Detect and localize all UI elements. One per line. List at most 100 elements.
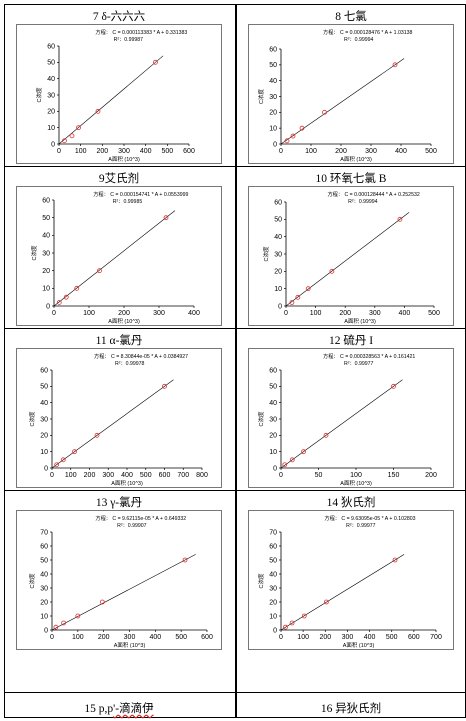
x-tick-label: 400 — [188, 310, 200, 317]
y-tick-label: 40 — [274, 234, 282, 241]
data-point — [60, 457, 66, 463]
x-tick-label: 600 — [183, 148, 195, 155]
y-tick-label: 10 — [40, 613, 48, 620]
calibration-chart: 方程： C = 9.62115e-05 * A + 0.649332 R²：0.9… — [16, 510, 222, 650]
cell-title: 14 狄氏剂 — [326, 497, 376, 509]
calibration-chart: 方程： C = 0.000128444 * A + 0.252532 R²：0.9… — [248, 186, 454, 326]
x-tick-label: 100 — [350, 472, 362, 479]
y-tick-label: 0 — [273, 141, 277, 148]
y-tick-label: 40 — [269, 571, 277, 578]
chart-frame — [248, 348, 454, 488]
data-point — [62, 138, 67, 144]
r2-label: R²：0.99977 — [344, 361, 374, 367]
x-tick-label: 600 — [201, 634, 213, 641]
y-tick-label: 60 — [269, 367, 277, 374]
x-tick-label: 100 — [297, 634, 309, 641]
footer-title-15-prefix: 15 p,p — [84, 703, 114, 715]
equation-label: 方程： C = 0.000113383 * A + 0.331383 — [95, 28, 187, 36]
y-tick-label: 10 — [269, 126, 277, 133]
x-tick-label: 400 — [149, 634, 161, 641]
y-tick-label: 10 — [40, 449, 48, 456]
data-point — [323, 432, 329, 438]
y-tick-label: 20 — [47, 109, 55, 116]
data-point — [323, 599, 329, 605]
cell-title: 11 α-氯丹 — [95, 335, 143, 347]
r2-label: R²：0.99994 — [348, 199, 378, 205]
fit-line — [58, 55, 164, 145]
y-tick-label: 40 — [40, 571, 48, 578]
y-tick-label: 0 — [278, 303, 282, 310]
x-axis-label: A面积 (10^3) — [114, 642, 146, 649]
y-tick-label: 0 — [273, 465, 277, 472]
x-tick-label: 800 — [196, 472, 208, 479]
x-tick-label: 200 — [335, 148, 347, 155]
x-tick-label: 600 — [159, 472, 171, 479]
y-tick-label: 10 — [269, 613, 277, 620]
data-point — [75, 613, 81, 619]
y-tick-label: 30 — [40, 585, 48, 592]
x-tick-label: 500 — [425, 148, 437, 155]
y-tick-label: 10 — [274, 286, 282, 293]
x-tick-label: 700 — [177, 472, 189, 479]
y-tick-label: 50 — [269, 384, 277, 391]
y-tick-label: 40 — [47, 76, 55, 83]
data-point — [299, 125, 305, 131]
y-tick-label: 20 — [40, 599, 48, 606]
x-tick-label: 700 — [430, 634, 442, 641]
x-tick-label: 100 — [83, 310, 95, 317]
data-point — [329, 268, 335, 274]
data-point — [53, 624, 59, 630]
data-point — [305, 286, 311, 292]
r2-label: R²：0.99978 — [115, 361, 145, 367]
data-point — [163, 215, 169, 221]
calibration-chart: 方程： C = 0.000113383 * A + 0.331383 R²：0.9… — [16, 24, 222, 164]
fit-line — [280, 379, 403, 469]
data-point — [76, 125, 81, 131]
x-tick-label: 200 — [96, 148, 108, 155]
r2-label: R²：0.99985 — [113, 199, 143, 205]
data-point — [74, 285, 80, 291]
data-point — [391, 383, 396, 389]
x-tick-label: 200 — [425, 472, 437, 479]
y-axis-label: C浓度 — [30, 245, 38, 260]
data-point — [182, 557, 188, 563]
x-tick-label: 50 — [315, 472, 323, 479]
y-tick-label: 70 — [269, 529, 277, 536]
x-tick-label: 400 — [399, 310, 411, 317]
y-tick-label: 30 — [269, 416, 277, 423]
x-tick-label: 300 — [124, 634, 136, 641]
x-tick-label: 300 — [118, 148, 130, 155]
chart-frame — [16, 186, 222, 326]
calibration-chart: 方程： C = 8.30844e-05 * A + 0.0384927 R²：0.… — [16, 348, 222, 488]
x-tick-label: 500 — [428, 310, 440, 317]
x-tick-label: 300 — [102, 472, 114, 479]
y-tick-label: 30 — [269, 94, 277, 101]
y-tick-label: 30 — [269, 585, 277, 592]
cell-title: 8 七氯 — [335, 11, 367, 23]
y-tick-label: 20 — [269, 599, 277, 606]
cell-title: 12 硫丹 I — [328, 335, 374, 347]
r2-label: R²：0.99987 — [114, 37, 144, 43]
y-tick-label: 10 — [269, 449, 277, 456]
x-axis-label: A面积 (10^3) — [340, 156, 372, 163]
y-tick-label: 60 — [40, 543, 48, 550]
table-cell — [4, 692, 236, 718]
data-point — [301, 449, 306, 455]
y-tick-label: 20 — [40, 433, 48, 440]
data-point — [94, 432, 100, 438]
cell-title: 10 环氧七氯 B — [315, 173, 387, 185]
fit-line — [285, 212, 410, 307]
y-tick-label: 20 — [274, 269, 282, 276]
y-axis-label: C浓度 — [35, 87, 43, 102]
x-tick-label: 300 — [365, 148, 377, 155]
r2-label: R²：0.99907 — [117, 523, 147, 529]
x-tick-label: 600 — [408, 634, 420, 641]
y-tick-label: 30 — [47, 92, 55, 99]
y-tick-label: 30 — [40, 416, 48, 423]
y-tick-label: 40 — [42, 233, 50, 240]
x-axis-label: A面积 (10^3) — [108, 318, 140, 325]
x-axis-label: A面积 (10^3) — [108, 156, 140, 163]
y-tick-label: 10 — [47, 125, 55, 132]
data-point — [162, 383, 167, 389]
data-point — [289, 457, 295, 463]
